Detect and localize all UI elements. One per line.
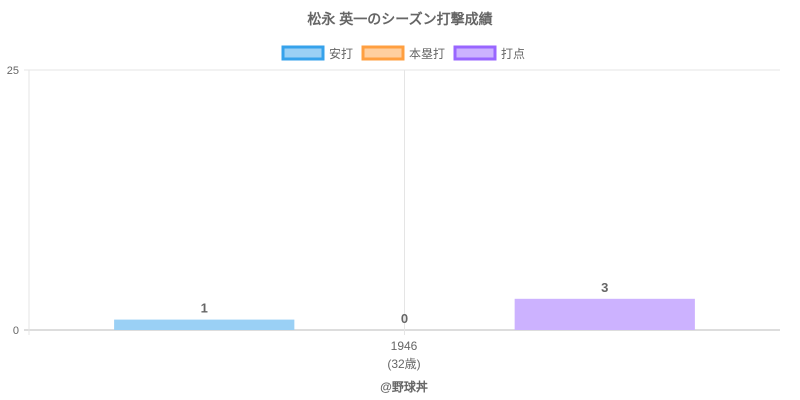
bar-安打[interactable] [114, 319, 295, 330]
legend-label[interactable]: 打点 [501, 47, 525, 61]
data-label: 3 [601, 280, 608, 295]
bars [114, 298, 695, 330]
data-labels: 1 0 3 [201, 280, 609, 326]
credit: @野球丼 [380, 379, 428, 394]
legend-label[interactable]: 安打 [329, 46, 353, 61]
legend-swatch[interactable] [281, 45, 325, 61]
legend-swatch[interactable] [453, 45, 497, 61]
data-label: 1 [201, 301, 208, 316]
legend-label[interactable]: 本塁打 [409, 47, 445, 61]
x-tick-sublabel: (32歳) [387, 357, 420, 371]
data-label: 0 [401, 311, 408, 326]
bar-打点[interactable] [514, 298, 695, 330]
chart-title: 松永 英一のシーズン打撃成績 [307, 11, 492, 27]
grid: 0 25 [7, 65, 780, 337]
legend: 安打 本塁打 打点 [281, 45, 525, 61]
x-tick-label: 1946 [391, 339, 418, 353]
y-tick-label: 0 [13, 325, 19, 337]
legend-swatch[interactable] [361, 45, 405, 61]
y-tick-label: 25 [7, 65, 19, 77]
